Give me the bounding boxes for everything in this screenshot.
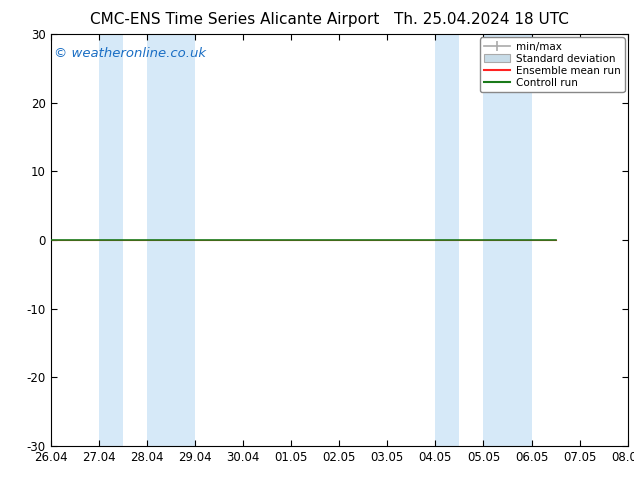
Bar <box>99 34 123 446</box>
Bar <box>628 34 634 446</box>
Bar <box>483 34 531 446</box>
Bar <box>147 34 195 446</box>
Text: © weatheronline.co.uk: © weatheronline.co.uk <box>54 47 205 60</box>
Legend: min/max, Standard deviation, Ensemble mean run, Controll run: min/max, Standard deviation, Ensemble me… <box>480 37 624 92</box>
Bar <box>436 34 460 446</box>
Text: CMC-ENS Time Series Alicante Airport: CMC-ENS Time Series Alicante Airport <box>90 12 379 27</box>
Text: Th. 25.04.2024 18 UTC: Th. 25.04.2024 18 UTC <box>394 12 569 27</box>
